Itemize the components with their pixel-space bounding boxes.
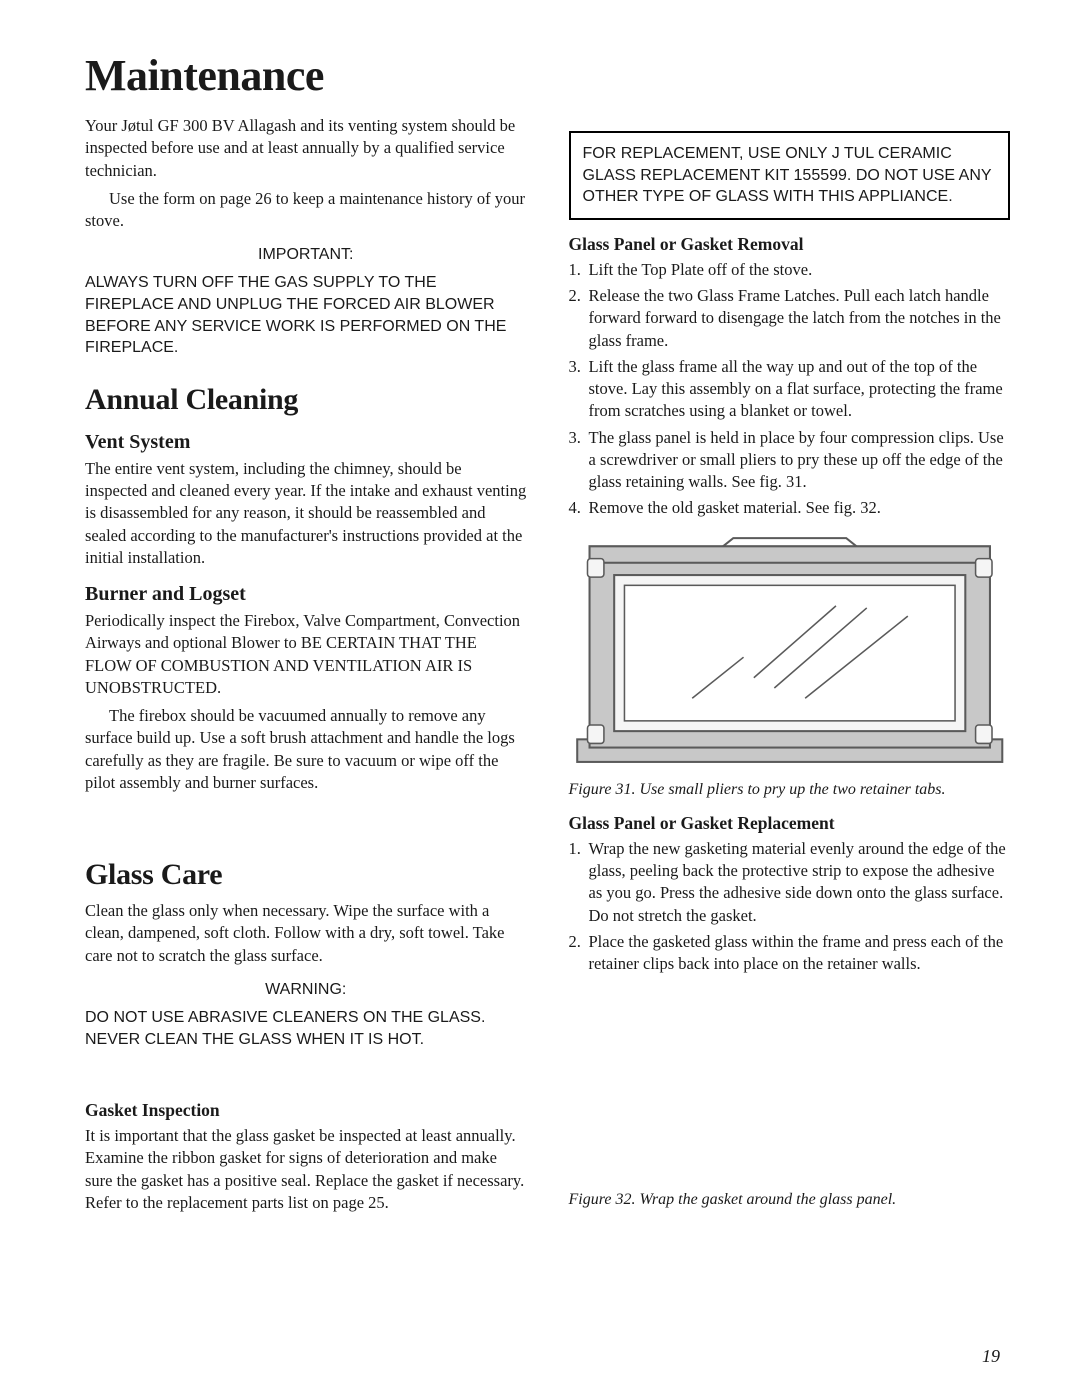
removal-step-3: Lift the glass frame all the way up and … (569, 356, 1011, 423)
vent-system-body: The entire vent system, including the ch… (85, 458, 527, 569)
left-column: Your Jøtul GF 300 BV Allagash and its ve… (85, 115, 527, 1220)
burner-logset-heading: Burner and Logset (85, 583, 527, 606)
page-title: Maintenance (85, 50, 1010, 101)
vent-system-heading: Vent System (85, 431, 527, 454)
warning-body: DO NOT USE ABRASIVE CLEANERS ON THE GLAS… (85, 1007, 527, 1050)
replacement-warning-box: FOR REPLACEMENT, USE ONLY J TUL CERAMIC … (569, 131, 1011, 220)
important-label: IMPORTANT: (85, 246, 527, 264)
intro-paragraph-2: Use the form on page 26 to keep a mainte… (85, 188, 527, 233)
removal-step-4: Remove the old gasket material. See fig.… (569, 497, 1011, 519)
replace-step-1: Wrap the new gasketing material evenly a… (569, 838, 1011, 927)
gasket-inspection-body: It is important that the glass gasket be… (85, 1125, 527, 1214)
gasket-inspection-heading: Gasket Inspection (85, 1100, 527, 1121)
burner-body-1: Periodically inspect the Firebox, Valve … (85, 610, 527, 699)
important-body: ALWAYS TURN OFF THE GAS SUPPLY TO THE FI… (85, 272, 527, 358)
removal-step-2: Release the two Glass Frame Latches. Pul… (569, 285, 1011, 352)
removal-step-1: Lift the Top Plate off of the stove. (569, 259, 1011, 281)
figure-31-caption: Figure 31. Use small pliers to pry up th… (569, 781, 1011, 799)
annual-cleaning-heading: Annual Cleaning (85, 383, 527, 417)
glass-care-heading: Glass Care (85, 858, 527, 892)
two-column-layout: Your Jøtul GF 300 BV Allagash and its ve… (85, 115, 1010, 1220)
glass-care-body: Clean the glass only when necessary. Wip… (85, 900, 527, 967)
figure-31: Figure 31. Use small pliers to pry up th… (569, 534, 1011, 799)
figure-31-svg (569, 534, 1011, 770)
figure-32-caption: Figure 32. Wrap the gasket around the gl… (569, 1191, 1011, 1209)
glass-replacement-heading: Glass Panel or Gasket Replacement (569, 813, 1011, 834)
glass-replacement-steps: Wrap the new gasketing material evenly a… (569, 838, 1011, 976)
intro-paragraph-1: Your Jøtul GF 300 BV Allagash and its ve… (85, 115, 527, 182)
right-column: FOR REPLACEMENT, USE ONLY J TUL CERAMIC … (569, 115, 1011, 1220)
burner-body-2: The firebox should be vacuumed annually … (85, 705, 527, 794)
warning-label: WARNING: (85, 981, 527, 999)
removal-step-3b: The glass panel is held in place by four… (569, 427, 1011, 494)
glass-removal-steps: Lift the Top Plate off of the stove. Rel… (569, 259, 1011, 520)
glass-removal-heading: Glass Panel or Gasket Removal (569, 234, 1011, 255)
page-number: 19 (982, 1346, 1000, 1367)
replace-step-2: Place the gasketed glass within the fram… (569, 931, 1011, 976)
